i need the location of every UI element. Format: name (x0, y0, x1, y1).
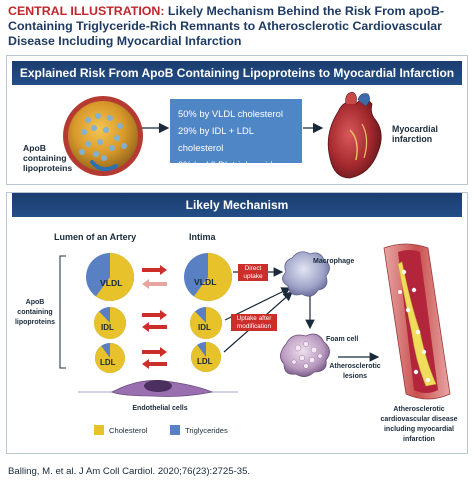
intima-ldl-pie (191, 342, 222, 373)
heart-icon (327, 91, 382, 179)
mi-line-2: infarction (392, 134, 433, 144)
title-line-3: Disease Including Myocardial Infarction (8, 34, 242, 48)
direct-uptake-line-1: Direct (244, 265, 262, 272)
endothelial-cell-icon (78, 379, 238, 397)
citation: Balling, M. et al. J Am Coll Cardiol. 20… (8, 466, 251, 477)
explained-risk-box: 50% by VLDL cholesterol 29% by IDL + LDL… (170, 99, 302, 170)
bottom-apob-label: ApoB containing lipoproteins (10, 298, 60, 328)
title-prefix: CENTRAL ILLUSTRATION: (8, 4, 165, 18)
top-apob-line-2: containing (23, 153, 67, 163)
title-line-1-rest: Likely Mechanism Behind the Risk From ap… (164, 4, 445, 18)
intima-vldl-pie (184, 253, 233, 301)
endothelial-label: Endothelial cells (132, 405, 188, 412)
lumen-ldl-pie (94, 343, 125, 373)
lesions-line-1: Atherosclerotic (329, 363, 381, 370)
disease-line-4: infarction (403, 436, 435, 443)
mi-label: Myocardial infarction (392, 124, 438, 144)
lipoprotein-particle-icon (63, 96, 143, 176)
uptake-after-modification-tag: Uptake after modification (231, 314, 277, 331)
bottom-banner: Likely Mechanism (12, 193, 462, 217)
intima-vldl-label: VLDL (194, 277, 216, 287)
direct-uptake-tag: Direct uptake (238, 264, 268, 281)
triglycerides-swatch (170, 425, 180, 435)
vldl-exchange-arrows (142, 265, 167, 289)
bottom-apob-line-2: containing (17, 309, 53, 316)
macrophage-icon (282, 251, 330, 297)
mi-line-1: Myocardial (392, 124, 438, 134)
top-apob-label: ApoB containing lipoproteins (23, 143, 72, 173)
central-illustration-title: CENTRAL ILLUSTRATION: Likely Mechanism B… (8, 4, 468, 49)
diseased-artery-icon (383, 243, 451, 400)
title-line-1: CENTRAL ILLUSTRATION: Likely Mechanism B… (8, 4, 468, 19)
idl-exchange-arrows (142, 310, 167, 332)
top-apob-line-3: lipoproteins (23, 163, 73, 173)
lumen-header: Lumen of an Artery (54, 232, 137, 242)
top-banner: Explained Risk From ApoB Containing Lipo… (12, 61, 462, 85)
intima-header: Intima (189, 232, 216, 242)
lesions-label: Atherosclerotic lesions (327, 362, 383, 382)
top-apob-line-1: ApoB (23, 143, 46, 153)
ldl-exchange-arrows (142, 347, 167, 369)
lesions-line-2: lesions (342, 373, 368, 380)
stat-vldl-triglycerides: 0% by VLDL triglycerides (178, 159, 283, 170)
intima-ldl-cholesterol-slice (191, 342, 222, 373)
uptake-after-line-2: modification (236, 322, 272, 330)
lumen-idl-cholesterol-slice (93, 307, 126, 339)
lumen-ldl-cholesterol-slice (94, 343, 125, 373)
disease-line-2: cardiovascular disease (380, 416, 458, 423)
macrophage-label: Macrophage (313, 258, 355, 265)
foam-cell-label: Foam cell (326, 336, 359, 343)
bottom-apob-line-3: lipoproteins (14, 319, 56, 326)
disease-line-1: Atherosclerotic (393, 406, 445, 413)
intima-ldl-label: LDL (197, 357, 213, 366)
lipoprotein-bracket (59, 255, 66, 369)
lumen-idl-pie (93, 307, 126, 339)
bottom-apob-line-1: ApoB (25, 299, 45, 306)
stat-idl-ldl-cholesterol: 29% by IDL + LDL cholesterol (178, 125, 254, 153)
lumen-idl-label: IDL (101, 323, 114, 332)
intima-idl-cholesterol-slice (189, 307, 222, 339)
disease-label: Atherosclerotic cardiovascular disease i… (370, 405, 468, 445)
uptake-after-line-1: Uptake after (236, 315, 272, 322)
cholesterol-swatch (94, 425, 104, 435)
intima-vldl-cholesterol-slice (193, 253, 233, 301)
foam-cell-icon (280, 333, 330, 377)
lumen-ldl-label: LDL (100, 358, 116, 367)
legend-triglycerides-label: Triglycerides (185, 425, 228, 435)
legend-cholesterol-label: Cholesterol (109, 425, 148, 435)
legend-cholesterol: Cholesterol (94, 425, 147, 435)
lumen-vldl-label: VLDL (100, 278, 122, 288)
title-line-2: Containing Triglyceride-Rich Remnants to… (8, 19, 442, 33)
stat-vldl-cholesterol: 50% by VLDL cholesterol (178, 108, 283, 119)
legend-triglycerides: Triglycerides (170, 425, 228, 435)
disease-line-3: including myocardial (383, 426, 454, 433)
lumen-vldl-pie (86, 253, 134, 301)
direct-uptake-line-2: uptake (243, 272, 263, 280)
intima-idl-label: IDL (198, 323, 211, 332)
intima-idl-pie (189, 307, 222, 339)
lumen-vldl-cholesterol-slice (95, 253, 134, 301)
